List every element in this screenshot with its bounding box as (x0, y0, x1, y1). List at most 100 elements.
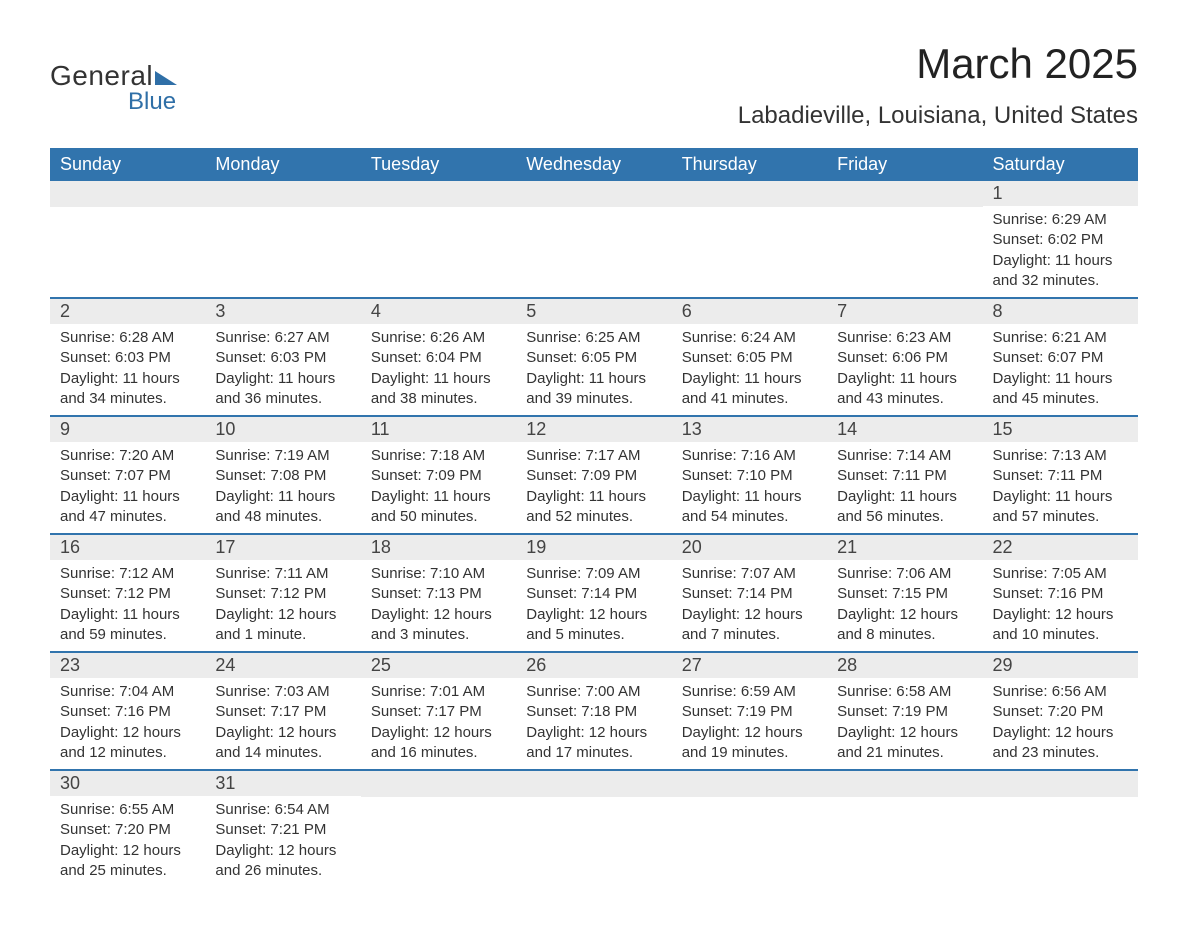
sunrise-line: Sunrise: 6:29 AM (993, 210, 1128, 230)
daylight-line: Daylight: 11 hours and 52 minutes. (526, 487, 661, 528)
day-number: 7 (827, 299, 982, 324)
sunrise-line: Sunrise: 7:00 AM (526, 682, 661, 702)
day-details: Sunrise: 6:59 AMSunset: 7:19 PMDaylight:… (672, 678, 827, 769)
sunset-line: Sunset: 7:19 PM (682, 702, 817, 722)
sunset-line: Sunset: 6:05 PM (682, 348, 817, 368)
day-details: Sunrise: 6:54 AMSunset: 7:21 PMDaylight:… (205, 796, 360, 887)
day-details: Sunrise: 7:06 AMSunset: 7:15 PMDaylight:… (827, 560, 982, 651)
day-cell (205, 181, 360, 298)
day-details: Sunrise: 6:23 AMSunset: 6:06 PMDaylight:… (827, 324, 982, 415)
day-number: 11 (361, 417, 516, 442)
sunset-line: Sunset: 7:17 PM (371, 702, 506, 722)
empty-day (983, 771, 1138, 797)
empty-day (205, 181, 360, 207)
day-cell: 13Sunrise: 7:16 AMSunset: 7:10 PMDayligh… (672, 416, 827, 534)
day-number: 5 (516, 299, 671, 324)
day-cell (983, 770, 1138, 887)
sunrise-line: Sunrise: 7:19 AM (215, 446, 350, 466)
day-details: Sunrise: 6:25 AMSunset: 6:05 PMDaylight:… (516, 324, 671, 415)
empty-day (516, 181, 671, 207)
day-number: 14 (827, 417, 982, 442)
sunrise-line: Sunrise: 6:24 AM (682, 328, 817, 348)
day-cell: 27Sunrise: 6:59 AMSunset: 7:19 PMDayligh… (672, 652, 827, 770)
empty-day (50, 181, 205, 207)
daylight-line: Daylight: 12 hours and 10 minutes. (993, 605, 1128, 646)
day-details: Sunrise: 6:55 AMSunset: 7:20 PMDaylight:… (50, 796, 205, 887)
day-number: 21 (827, 535, 982, 560)
day-cell (827, 770, 982, 887)
daylight-line: Daylight: 12 hours and 16 minutes. (371, 723, 506, 764)
day-number: 13 (672, 417, 827, 442)
daylight-line: Daylight: 12 hours and 1 minute. (215, 605, 350, 646)
sunrise-line: Sunrise: 7:09 AM (526, 564, 661, 584)
day-cell: 15Sunrise: 7:13 AMSunset: 7:11 PMDayligh… (983, 416, 1138, 534)
day-cell: 26Sunrise: 7:00 AMSunset: 7:18 PMDayligh… (516, 652, 671, 770)
day-details: Sunrise: 6:58 AMSunset: 7:19 PMDaylight:… (827, 678, 982, 769)
daylight-line: Daylight: 11 hours and 34 minutes. (60, 369, 195, 410)
sunset-line: Sunset: 7:18 PM (526, 702, 661, 722)
sunset-line: Sunset: 7:10 PM (682, 466, 817, 486)
sunset-line: Sunset: 7:19 PM (837, 702, 972, 722)
sunset-line: Sunset: 7:14 PM (682, 584, 817, 604)
sunset-line: Sunset: 7:16 PM (993, 584, 1128, 604)
sunset-line: Sunset: 7:14 PM (526, 584, 661, 604)
sunset-line: Sunset: 7:13 PM (371, 584, 506, 604)
sunset-line: Sunset: 7:09 PM (526, 466, 661, 486)
day-cell (516, 770, 671, 887)
day-details: Sunrise: 7:09 AMSunset: 7:14 PMDaylight:… (516, 560, 671, 651)
day-number: 16 (50, 535, 205, 560)
daylight-line: Daylight: 11 hours and 36 minutes. (215, 369, 350, 410)
day-number: 26 (516, 653, 671, 678)
sunset-line: Sunset: 7:11 PM (837, 466, 972, 486)
daylight-line: Daylight: 12 hours and 19 minutes. (682, 723, 817, 764)
daylight-line: Daylight: 11 hours and 45 minutes. (993, 369, 1128, 410)
day-number: 29 (983, 653, 1138, 678)
day-details: Sunrise: 7:18 AMSunset: 7:09 PMDaylight:… (361, 442, 516, 533)
day-number: 4 (361, 299, 516, 324)
day-details: Sunrise: 7:00 AMSunset: 7:18 PMDaylight:… (516, 678, 671, 769)
sunrise-line: Sunrise: 6:54 AM (215, 800, 350, 820)
daylight-line: Daylight: 12 hours and 21 minutes. (837, 723, 972, 764)
day-details: Sunrise: 7:16 AMSunset: 7:10 PMDaylight:… (672, 442, 827, 533)
day-details: Sunrise: 7:20 AMSunset: 7:07 PMDaylight:… (50, 442, 205, 533)
day-cell (672, 770, 827, 887)
daylight-line: Daylight: 11 hours and 47 minutes. (60, 487, 195, 528)
day-cell: 1Sunrise: 6:29 AMSunset: 6:02 PMDaylight… (983, 181, 1138, 298)
sunset-line: Sunset: 7:16 PM (60, 702, 195, 722)
sunset-line: Sunset: 7:20 PM (60, 820, 195, 840)
calendar-table: SundayMondayTuesdayWednesdayThursdayFrid… (50, 148, 1138, 887)
day-header: Thursday (672, 148, 827, 181)
daylight-line: Daylight: 11 hours and 54 minutes. (682, 487, 817, 528)
sunset-line: Sunset: 6:02 PM (993, 230, 1128, 250)
day-cell: 7Sunrise: 6:23 AMSunset: 6:06 PMDaylight… (827, 298, 982, 416)
logo-triangle-icon (155, 71, 177, 85)
empty-day (361, 181, 516, 207)
sunset-line: Sunset: 7:07 PM (60, 466, 195, 486)
sunrise-line: Sunrise: 7:05 AM (993, 564, 1128, 584)
empty-day (361, 771, 516, 797)
day-number: 25 (361, 653, 516, 678)
logo: General Blue (50, 40, 177, 116)
day-cell: 19Sunrise: 7:09 AMSunset: 7:14 PMDayligh… (516, 534, 671, 652)
day-details: Sunrise: 7:19 AMSunset: 7:08 PMDaylight:… (205, 442, 360, 533)
day-cell: 17Sunrise: 7:11 AMSunset: 7:12 PMDayligh… (205, 534, 360, 652)
daylight-line: Daylight: 12 hours and 25 minutes. (60, 841, 195, 882)
day-cell: 16Sunrise: 7:12 AMSunset: 7:12 PMDayligh… (50, 534, 205, 652)
day-header: Friday (827, 148, 982, 181)
day-number: 10 (205, 417, 360, 442)
daylight-line: Daylight: 12 hours and 7 minutes. (682, 605, 817, 646)
week-row: 2Sunrise: 6:28 AMSunset: 6:03 PMDaylight… (50, 298, 1138, 416)
daylight-line: Daylight: 12 hours and 5 minutes. (526, 605, 661, 646)
day-details: Sunrise: 6:29 AMSunset: 6:02 PMDaylight:… (983, 206, 1138, 297)
day-cell: 6Sunrise: 6:24 AMSunset: 6:05 PMDaylight… (672, 298, 827, 416)
daylight-line: Daylight: 12 hours and 26 minutes. (215, 841, 350, 882)
day-cell: 22Sunrise: 7:05 AMSunset: 7:16 PMDayligh… (983, 534, 1138, 652)
day-details: Sunrise: 7:03 AMSunset: 7:17 PMDaylight:… (205, 678, 360, 769)
day-cell (516, 181, 671, 298)
sunset-line: Sunset: 7:21 PM (215, 820, 350, 840)
day-cell (361, 181, 516, 298)
day-details: Sunrise: 7:12 AMSunset: 7:12 PMDaylight:… (50, 560, 205, 651)
sunset-line: Sunset: 6:04 PM (371, 348, 506, 368)
day-header: Sunday (50, 148, 205, 181)
sunrise-line: Sunrise: 7:06 AM (837, 564, 972, 584)
